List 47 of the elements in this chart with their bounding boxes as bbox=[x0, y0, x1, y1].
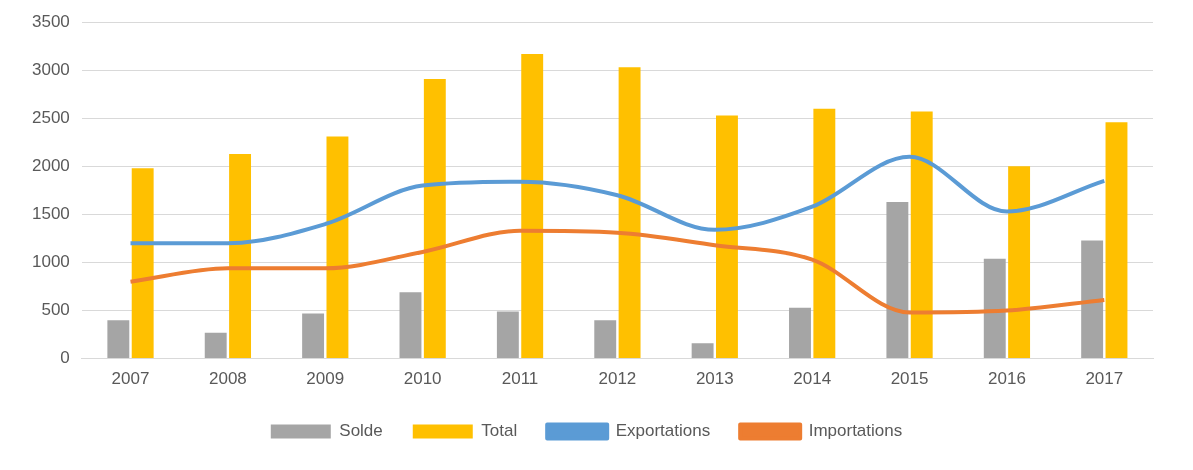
bar bbox=[983, 258, 1006, 359]
bar bbox=[423, 78, 446, 359]
y-tick-label: 1000 bbox=[31, 252, 70, 272]
bar bbox=[1105, 122, 1128, 359]
legend-label: Exportations bbox=[615, 421, 711, 441]
line-series bbox=[128, 228, 1107, 315]
x-tick-label: 2016 bbox=[988, 369, 1026, 389]
bar bbox=[1081, 240, 1104, 359]
bar bbox=[910, 111, 933, 359]
y-tick-label: 2500 bbox=[31, 108, 70, 127]
bar bbox=[886, 201, 909, 359]
bar bbox=[691, 343, 714, 359]
bar bbox=[521, 53, 544, 359]
legend-label: Total bbox=[481, 421, 518, 441]
bar bbox=[594, 320, 617, 359]
bar bbox=[1008, 166, 1031, 359]
x-tick-label: 2017 bbox=[1085, 369, 1124, 389]
bar bbox=[302, 313, 325, 359]
x-tick-label: 2010 bbox=[403, 369, 442, 389]
x-tick-label: 2009 bbox=[306, 369, 345, 389]
x-tick-label: 2014 bbox=[793, 369, 832, 389]
bar bbox=[496, 311, 519, 359]
bar bbox=[131, 168, 154, 359]
y-tick-label: 2000 bbox=[31, 156, 70, 176]
bar bbox=[229, 153, 252, 359]
bar bbox=[716, 115, 738, 359]
bar bbox=[107, 320, 130, 359]
bar bbox=[789, 307, 811, 359]
x-tick-label: 2012 bbox=[598, 369, 637, 389]
x-tick-label: 2015 bbox=[890, 369, 929, 389]
bar bbox=[326, 136, 349, 359]
x-tick-label: 2011 bbox=[501, 369, 539, 389]
y-tick-label: 3000 bbox=[31, 59, 70, 79]
x-tick-label: 2007 bbox=[111, 369, 150, 389]
bar bbox=[204, 332, 227, 359]
y-tick-label: 1500 bbox=[31, 204, 70, 224]
line-series bbox=[128, 154, 1107, 246]
legend-label: Importations bbox=[808, 421, 903, 441]
legend-label: Solde bbox=[339, 421, 383, 441]
x-tick-label: 2013 bbox=[695, 369, 734, 389]
x-tick-label: 2008 bbox=[208, 369, 247, 389]
y-tick-label: 3500 bbox=[31, 11, 70, 31]
y-tick-label: 500 bbox=[41, 300, 70, 320]
bar bbox=[399, 292, 422, 359]
bar bbox=[813, 108, 836, 359]
y-tick-label: 0 bbox=[60, 348, 70, 368]
bar bbox=[618, 67, 641, 359]
